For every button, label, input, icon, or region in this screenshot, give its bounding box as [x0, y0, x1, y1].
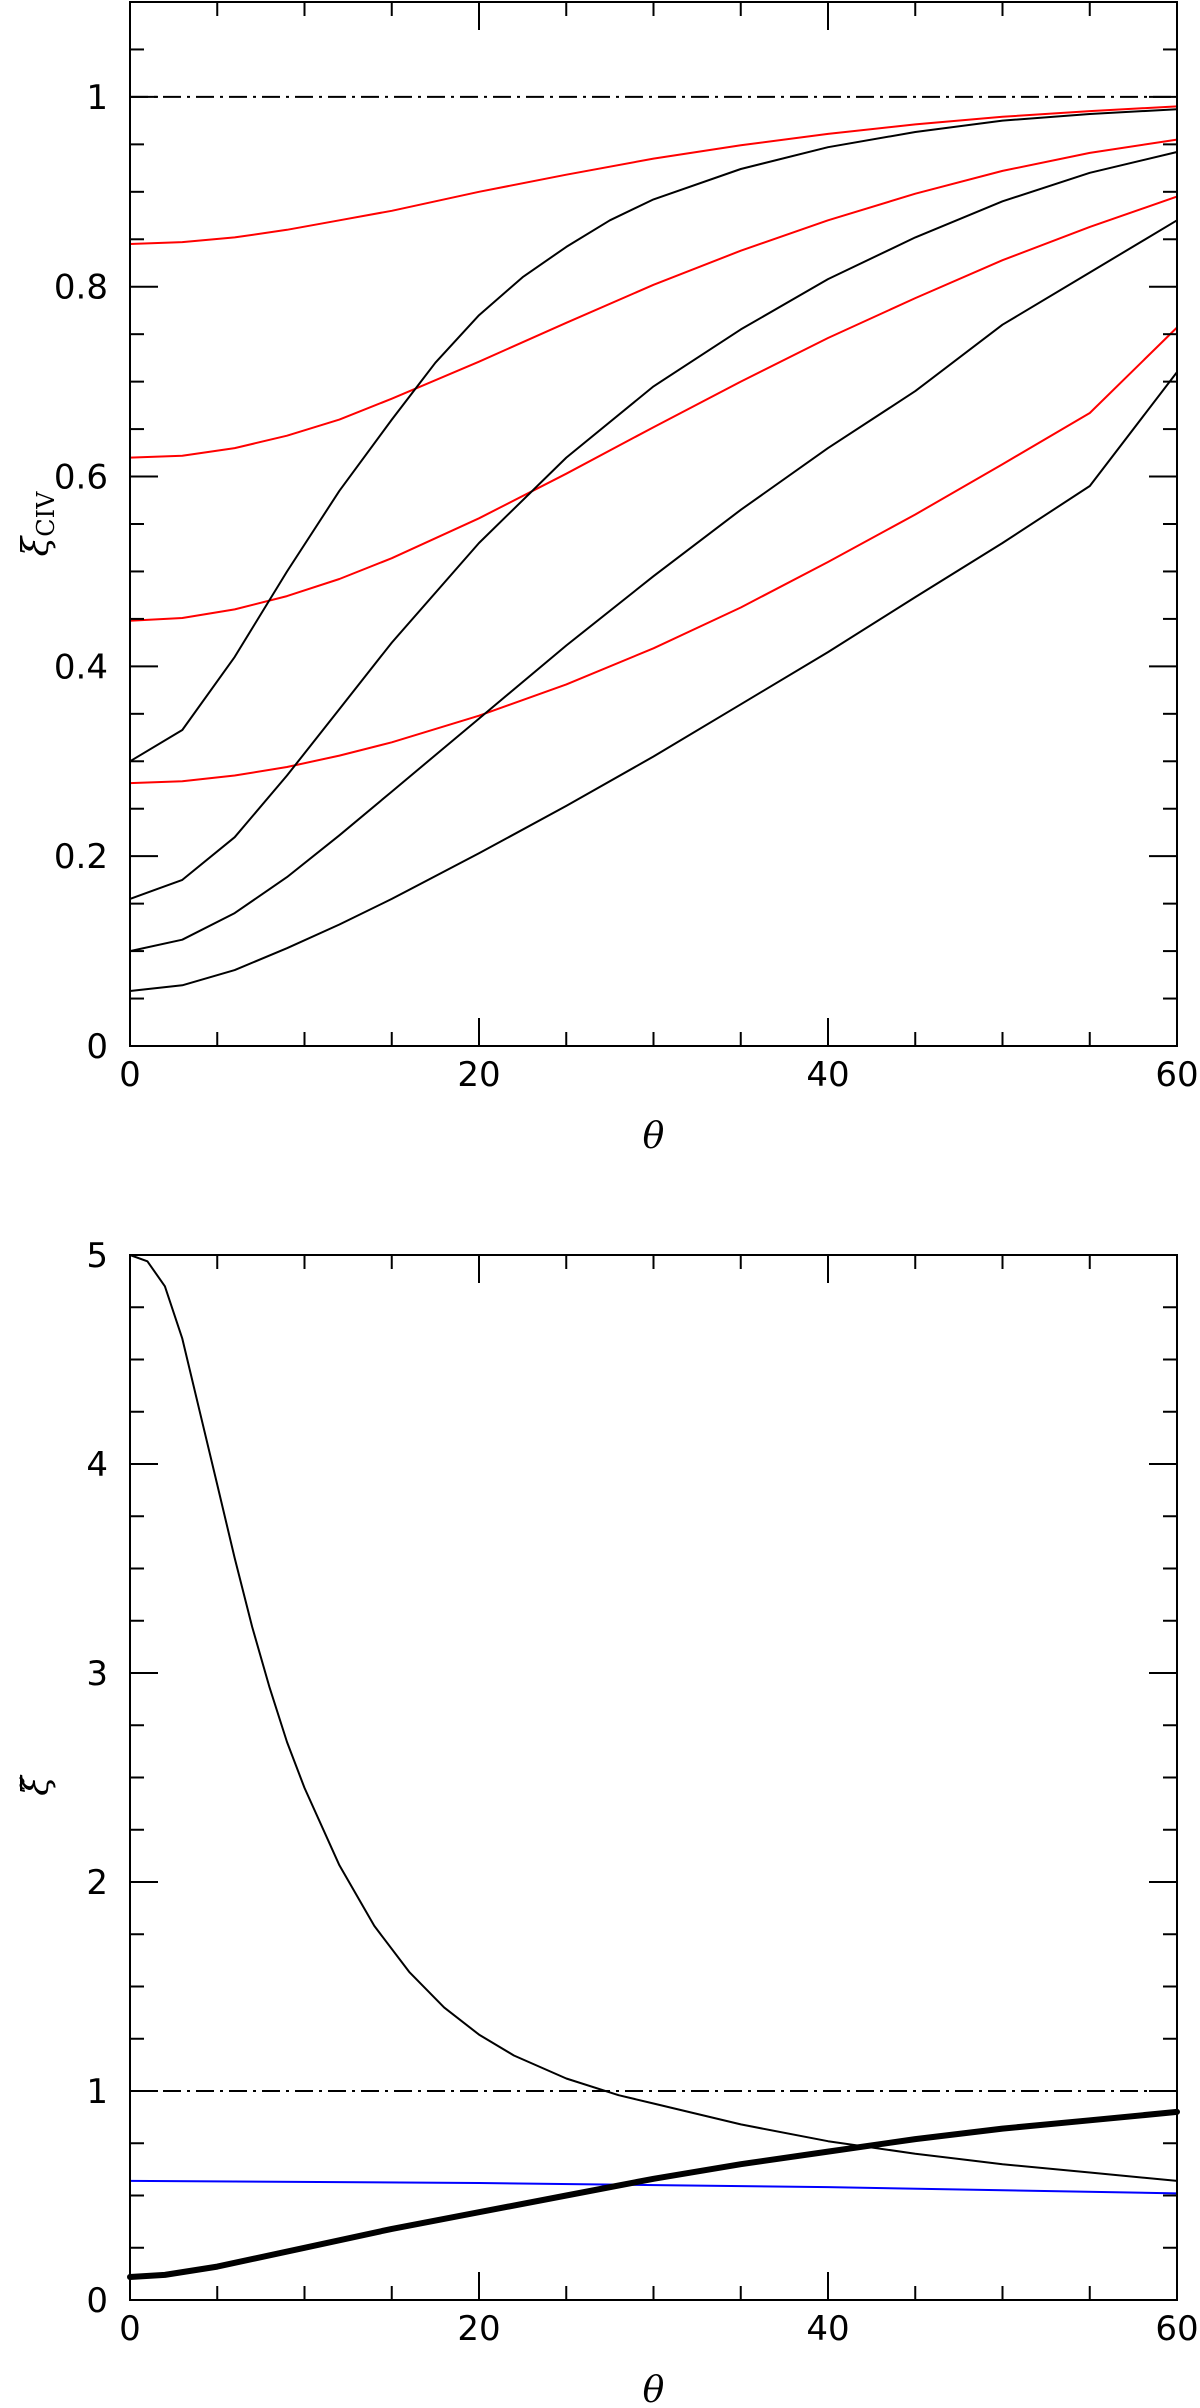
series-line-top-3: [129, 195, 1178, 622]
series-line-bottom-2: [129, 2179, 1178, 2195]
x-tick-label-bottom: 20: [457, 2309, 500, 2349]
y-tick-label-bottom: 1: [86, 2072, 108, 2112]
x-tick-label-bottom: 60: [1155, 2309, 1198, 2349]
plot-frame-top: [129, 1, 1178, 1047]
y-axis-subscript-top: CIV: [32, 491, 60, 537]
x-tick-label-top: 0: [119, 1055, 141, 1095]
series-line-bottom-3: [127, 2108, 1180, 2280]
y-axis-label-top: ξCIV: [16, 491, 60, 557]
y-tick-label-top: 0.8: [54, 268, 108, 308]
series-line-top-6: [129, 151, 1178, 900]
series-line-top-8: [129, 371, 1178, 992]
series-line-top-5: [129, 108, 1178, 763]
series-line-top-1: [129, 105, 1178, 245]
x-tick-label-top: 40: [806, 1055, 849, 1095]
series-line-top-2: [129, 138, 1178, 459]
y-tick-label-bottom: 0: [86, 2281, 108, 2321]
y-tick-label-top: 0: [86, 1027, 108, 1067]
x-tick-label-bottom: 40: [806, 2309, 849, 2349]
y-tick-label-bottom: 4: [86, 1445, 108, 1485]
x-tick-label-bottom: 0: [119, 2309, 141, 2349]
ticks-bottom: [129, 1254, 1178, 2301]
y-axis-label-bottom: ξ̃: [16, 1774, 57, 1796]
x-axis-label-bottom: θ: [643, 2370, 665, 2408]
chart-top: 0 20 40 60 0 0.2 0.4 0.6 0.8 1 θ ξCIV: [16, 1, 1199, 1157]
y-tick-label-bottom: 5: [86, 1236, 108, 1276]
x-axis-label-top: θ: [643, 1116, 665, 1157]
plot-frame-bottom: [129, 1254, 1178, 2301]
tick-labels-bottom: 0 20 40 60 0 1 2 3 4 5: [86, 1236, 1198, 2349]
series-line-top-7: [129, 219, 1178, 953]
chart-bottom: 0 20 40 60 0 1 2 3 4 5 θ ξ̃: [16, 1236, 1199, 2408]
x-tick-label-top: 60: [1155, 1055, 1198, 1095]
series-group-top: [129, 105, 1178, 992]
x-tick-label-top: 20: [457, 1055, 500, 1095]
tick-labels-top: 0 20 40 60 0 0.2 0.4 0.6 0.8 1: [54, 78, 1199, 1095]
y-tick-label-bottom: 3: [86, 1654, 108, 1694]
series-line-bottom-1: [129, 1254, 1178, 2182]
y-tick-label-bottom: 2: [86, 1863, 108, 1903]
y-tick-label-top: 0.4: [54, 647, 108, 687]
y-tick-label-top: 1: [86, 78, 108, 118]
ticks-top: [129, 1, 1178, 1047]
y-axis-symbol-top: ξ: [16, 535, 57, 557]
series-line-top-4: [129, 326, 1178, 785]
series-group-bottom: [127, 1254, 1180, 2280]
y-tick-label-top: 0.6: [54, 458, 108, 498]
y-tick-label-top: 0.2: [54, 837, 108, 877]
